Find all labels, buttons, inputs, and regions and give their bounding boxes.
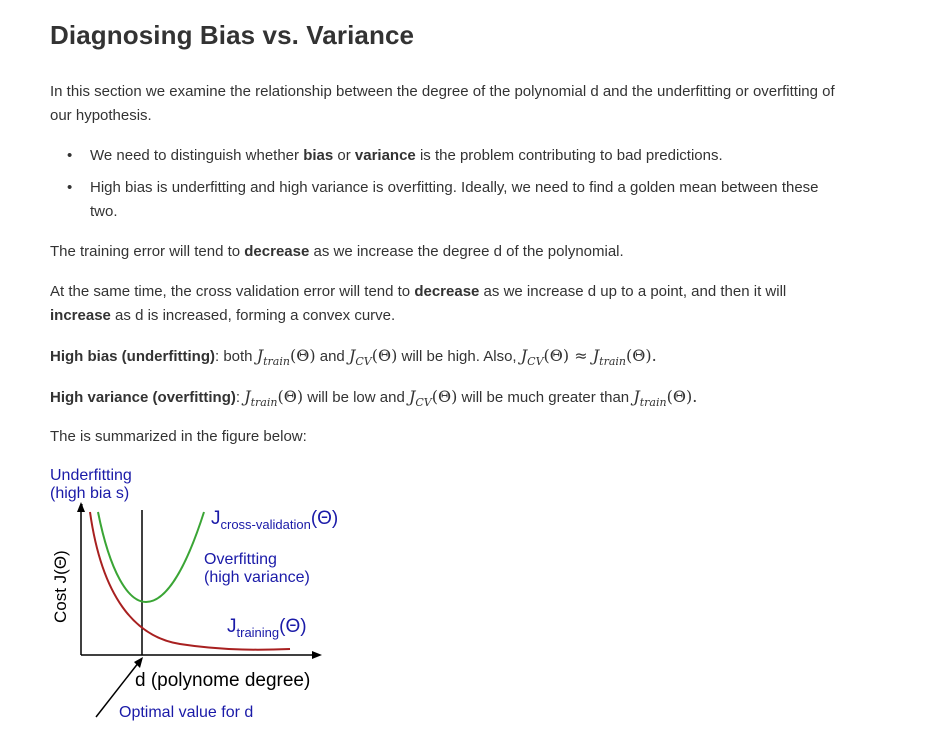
math-j-cv-approx-j-train: JCV(Θ) ≈ Jtrain(Θ).: [520, 346, 657, 368]
math-j-train: Jtrain(Θ): [244, 387, 304, 409]
bold-text: decrease: [244, 243, 310, 260]
text: At the same time, the cross validation e…: [50, 283, 415, 300]
text: as we increase d up to a point, and then…: [479, 283, 787, 300]
text: : both: [214, 348, 257, 365]
text: We need to distinguish whether: [90, 147, 304, 164]
math-j-cv: JCV(Θ): [348, 346, 398, 368]
bold-text: increase: [50, 307, 111, 324]
text: High bias is underfitting and high varia…: [90, 179, 819, 220]
math-j-cv: JCV(Θ): [408, 387, 458, 409]
x-axis-arrow-icon: [312, 651, 322, 659]
text: :: [235, 389, 245, 406]
summary-paragraph: The is summarized in the figure below:: [50, 428, 307, 445]
list-item: • We need to distinguish whether bias or…: [50, 144, 840, 168]
text: or: [333, 147, 355, 164]
overfitting-label: Overfitting: [204, 551, 277, 568]
math-j-train: Jtrain(Θ): [256, 346, 316, 368]
bullet-icon: •: [67, 147, 73, 164]
text: will be much greater than: [461, 389, 634, 406]
optimal-arrow-head-icon: [134, 657, 143, 668]
bold-text: High variance (overfitting): [50, 389, 236, 406]
bullet-list: • We need to distinguish whether bias or…: [50, 144, 840, 224]
bullet-icon: •: [67, 179, 73, 196]
text: as d is increased, forming a convex curv…: [110, 307, 396, 324]
underfitting-label: Underfitting: [50, 467, 132, 484]
training-error-curve: [89, 511, 291, 651]
list-item: • High bias is underfitting and high var…: [50, 176, 840, 224]
cv-error-curve: [97, 511, 205, 604]
math-j-train: Jtrain(Θ).: [633, 387, 698, 409]
text: as we increase the degree d of the polyn…: [309, 243, 624, 260]
page-title: Diagnosing Bias vs. Variance: [50, 20, 415, 50]
bold-text: bias: [303, 147, 334, 164]
training-curve-label: Jtraining(Θ): [227, 616, 307, 640]
y-axis-arrow-icon: [77, 502, 85, 512]
text: will be low and: [307, 389, 409, 406]
y-axis-label: Cost J(Θ): [51, 550, 70, 623]
optimal-arrow: [95, 661, 140, 718]
bold-text: decrease: [414, 283, 480, 300]
bias-variance-figure: Underfitting (high bia s) Cost J(Θ) Jcro…: [50, 462, 360, 727]
text: and: [319, 348, 349, 365]
training-error-paragraph: The training error will tend to decrease…: [50, 240, 840, 264]
text: will be high. Also,: [401, 348, 521, 365]
text: is the problem contributing to bad predi…: [415, 147, 723, 164]
high-bias-label: (high bia s): [50, 485, 129, 502]
bold-text: High bias (underfitting): [50, 348, 215, 365]
high-bias-paragraph: High bias (underfitting): both Jtrain(Θ)…: [50, 344, 840, 369]
intro-paragraph: In this section we examine the relations…: [50, 83, 835, 124]
high-variance-label: (high variance): [204, 569, 310, 586]
x-axis-label: d (polynome degree): [135, 670, 310, 691]
bias-variance-diagram: Underfitting (high bia s) Cost J(Θ) Jcro…: [50, 467, 338, 721]
text: The training error will tend to: [50, 243, 245, 260]
cv-error-paragraph: At the same time, the cross validation e…: [50, 280, 840, 328]
high-variance-paragraph: High variance (overfitting): Jtrain(Θ) w…: [50, 385, 840, 410]
bold-text: variance: [354, 147, 416, 164]
cv-curve-label: Jcross-validation(Θ): [211, 508, 338, 532]
optimal-value-label: Optimal value for d: [119, 704, 253, 721]
